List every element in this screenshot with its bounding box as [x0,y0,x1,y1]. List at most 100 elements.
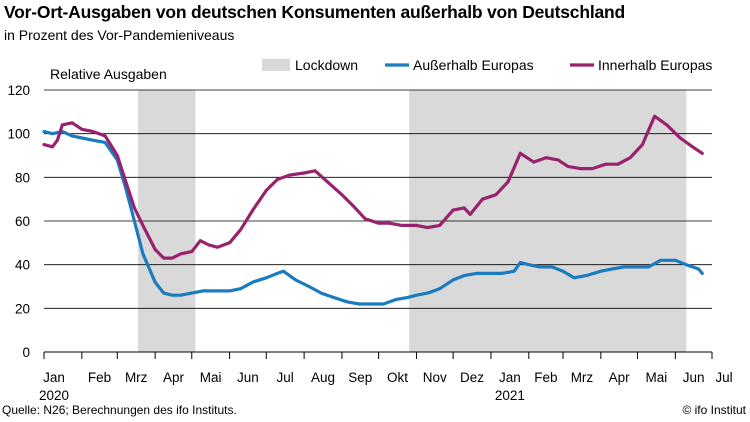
series-1-point-24 [294,278,297,282]
series-2-point-39 [462,206,466,210]
series-2-point-41 [481,197,484,201]
y-tick-label-80: 80 [15,170,30,185]
series-2-point-58 [691,145,694,149]
source-note: Quelle: N26; Berechnungen des ifo Instit… [2,403,237,417]
series-1-point-58 [691,265,694,269]
series-1-point-57 [684,263,688,267]
series-1-point-10 [141,252,145,256]
series-2-point-24 [275,178,279,181]
series-1-point-20 [251,280,255,284]
x-tick-label-16: Mai [646,370,668,385]
series-1-point-49 [584,274,588,277]
x-year-label-2020: 2020 [39,388,69,400]
series-2-point-50 [590,167,594,171]
series-1-point-33 [406,296,410,299]
series-2-point-59 [700,151,704,155]
series-2-point-13 [162,256,166,260]
series-2-point-19 [216,245,219,249]
series-1-point-18 [228,289,232,293]
series-1-point-30 [369,302,373,306]
series-2-point-32 [377,221,381,225]
series-1-point-29 [357,302,361,306]
series-1-point-26 [319,291,323,295]
series-2-point-17 [198,239,202,243]
series-1-point-52 [622,265,626,269]
x-tick-label-8: Sep [348,370,372,385]
x-tick-label-3: Apr [163,370,185,385]
series-1-point-11 [153,280,157,284]
series-1-point-50 [599,269,603,273]
series-2-point-27 [313,169,317,173]
series-2-point-11 [141,223,145,227]
x-tick-label-12: Jan [499,370,521,385]
series-2-point-34 [400,223,404,227]
series-2-point-35 [415,223,418,227]
x-tick-label-10: Nov [423,370,447,385]
x-tick-label-18: Jul [715,370,732,385]
chart-title: Vor-Ort-Ausgaben von deutschen Konsument… [4,2,626,22]
series-1-point-17 [213,289,217,293]
series-2-point-51 [604,162,608,166]
x-year-label-2021: 2021 [495,388,525,400]
series-1-point-28 [345,300,349,304]
series-1-point-32 [394,298,398,301]
series-1-point-43 [518,261,522,264]
series-1-point-44 [527,263,531,267]
series-1-point-1 [51,132,54,136]
y-tick-label-60: 60 [15,214,30,229]
series-1-point-34 [415,293,418,297]
series-layer [42,114,704,306]
series-2-point-56 [665,123,669,127]
series-1-point-3 [70,134,74,138]
line-chart: 0 20 40 60 80 100 120 Jan 2020 Feb Mrz Apr Mai Jun Jul… [7,57,732,400]
series-1-point-35 [426,291,429,295]
series-1-point-51 [610,267,614,271]
series-2-point-54 [640,143,644,146]
y-tick-label-100: 100 [7,127,30,142]
legend-label-lockdown: Lockdown [295,57,358,73]
x-tick-label-2: Mrz [125,370,148,385]
series-1-point-5 [91,138,95,142]
x-tick-label-0: Jan [43,370,65,385]
series-1-point-22 [275,272,279,275]
series-2-point-16 [190,250,194,253]
series-2-point-5 [80,127,84,131]
y-axis-label: Relative Ausgaben [50,66,167,82]
x-tick-label-1: Feb [88,370,111,385]
series-2-point-26 [302,171,306,175]
series-2-point-31 [363,217,367,221]
x-tick-label-6: Jul [277,370,294,385]
series-2-point-21 [239,228,243,232]
series-2-point-38 [451,208,455,212]
series-2-point-10 [132,206,136,210]
series-1-point-55 [659,258,663,262]
legend-label-series-1: Außerhalb Europas [413,57,534,73]
series-2-point-4 [70,121,74,125]
series-2-point-55 [653,114,657,118]
legend: Lockdown Außerhalb Europas Innerhalb Europ… [262,57,712,73]
chart-subtitle: in Prozent des Vor-Pandemieniveaus [4,27,235,43]
series-1-point-23 [281,269,285,273]
x-tick-label-11: Dez [460,370,484,385]
series-1-point-15 [190,291,194,295]
series-1-point-39 [474,272,478,275]
series-2-point-18 [207,243,211,247]
series-2-point-42 [494,193,498,197]
series-1-point-47 [561,269,565,273]
series-1-point-31 [382,302,385,306]
legend-swatch-lockdown [262,59,290,71]
series-2-point-2 [56,138,59,142]
series-2-point-44 [518,151,522,155]
series-2-point-12 [153,247,157,251]
series-1-point-46 [550,265,554,269]
series-2-point-36 [426,226,429,229]
series-2-point-30 [351,204,355,208]
series-1-point-0 [42,130,46,133]
series-2-point-7 [103,134,107,138]
series-2-point-48 [566,165,570,168]
axis-layer: 0 20 40 60 80 100 120 Jan 2020 Feb Mrz Apr Mai Jun Jul… [7,83,732,400]
series-2-point-45 [532,160,536,164]
series-1-point-40 [489,272,493,275]
series-1-point-9 [132,219,136,223]
series-1-point-4 [80,136,84,140]
